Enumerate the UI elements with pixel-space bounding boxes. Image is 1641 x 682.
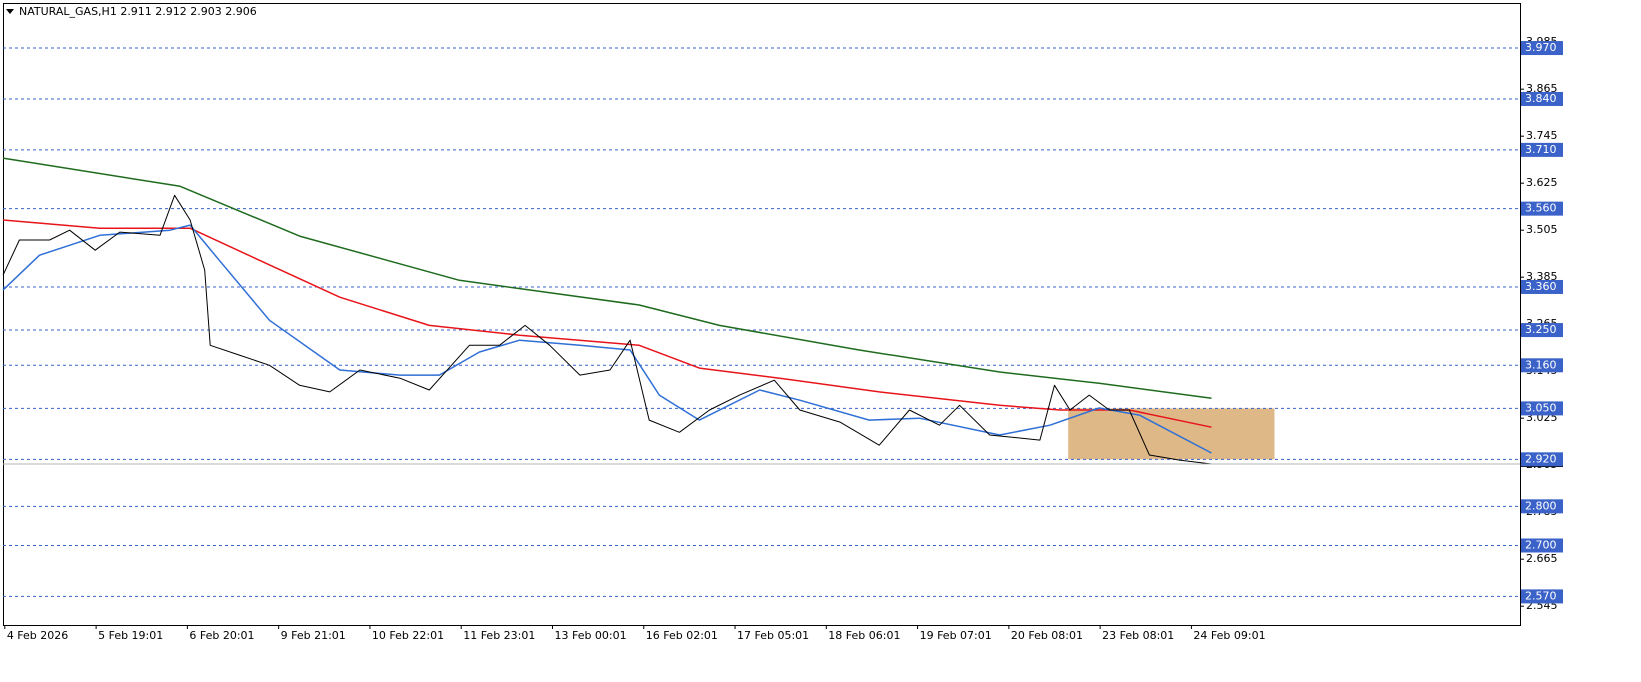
level-label: 3.160 [1525,358,1557,371]
level-label: 3.970 [1525,41,1557,54]
level-label-box [1521,201,1563,216]
x-tick-label: 23 Feb 08:01 [1102,629,1174,642]
level-label-box [1521,91,1563,106]
level-label: 3.360 [1525,280,1557,293]
menu-arrow[interactable] [6,9,14,14]
x-tick-label: 17 Feb 05:01 [737,629,809,642]
series-line [2,157,1212,399]
x-tick-label: 13 Feb 00:01 [554,629,626,642]
level-label-box [1521,41,1563,56]
level-label-box [1521,452,1563,467]
y-tick-label: 3.745 [1526,129,1558,142]
level-label: 3.250 [1525,323,1557,336]
x-tick-label: 9 Feb 21:01 [281,629,346,642]
level-label: 2.700 [1525,538,1557,551]
chart-title: NATURAL_GAS,H1 2.911 2.912 2.903 2.906 [19,5,257,18]
y-tick-label: 2.665 [1526,552,1558,565]
level-label-box [1521,499,1563,514]
level-label-box [1521,323,1563,338]
x-tick-label: 19 Feb 07:01 [920,629,992,642]
y-tick-label: 3.865 [1526,82,1558,95]
series-line [2,224,1212,454]
x-tick-label: 11 Feb 23:01 [463,629,535,642]
plot-frame [3,3,1521,626]
x-tick-label: 6 Feb 20:01 [189,629,254,642]
level-label: 2.570 [1525,589,1557,602]
price-zone [1068,408,1275,460]
level-label: 3.840 [1525,92,1557,105]
level-label: 3.050 [1525,401,1557,414]
level-label-box [1521,358,1563,373]
series-line [2,219,1212,428]
x-tick-label: 5 Feb 19:01 [98,629,163,642]
x-tick-label: 18 Feb 06:01 [828,629,900,642]
level-label-box [1521,142,1563,157]
x-tick-label: 10 Feb 22:01 [372,629,444,642]
level-label: 2.920 [1525,452,1557,465]
y-tick-label: 3.385 [1526,270,1558,283]
series-line [2,194,1212,465]
level-label-box [1521,589,1563,604]
x-tick-label: 4 Feb 2026 [7,629,68,642]
x-tick-label: 16 Feb 02:01 [646,629,718,642]
level-label: 3.710 [1525,143,1557,156]
x-tick-label: 20 Feb 08:01 [1011,629,1083,642]
level-label: 3.560 [1525,202,1557,215]
level-label-box [1521,279,1563,294]
level-label-box [1521,538,1563,553]
level-label-box [1521,401,1563,416]
y-tick-label: 3.505 [1526,223,1558,236]
level-label: 2.800 [1525,499,1557,512]
y-tick-label: 3.625 [1526,176,1558,189]
x-tick-label: 24 Feb 09:01 [1193,629,1265,642]
